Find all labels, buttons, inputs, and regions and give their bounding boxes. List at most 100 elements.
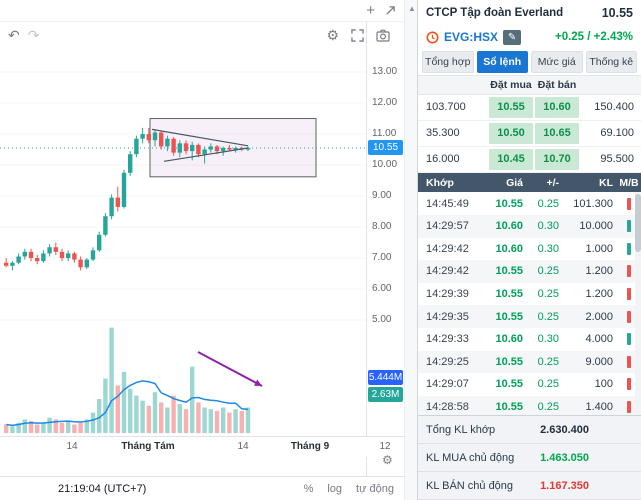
bid-price[interactable]: 10.55	[489, 96, 533, 118]
trades-col-header: KL	[599, 176, 613, 189]
auto-scale-toggle[interactable]: tự động	[356, 482, 394, 495]
trade-price: 10.55	[495, 197, 523, 210]
price-change: +0.25 / +2.43%	[554, 31, 633, 44]
trades-scrollbar[interactable]	[635, 192, 641, 415]
trades-table: 14:45:49 10.55 0.25 101.300 14:29:57 10.60 0.3…	[418, 192, 641, 415]
price-tick-label: 7.00	[372, 252, 392, 264]
trade-price: 10.55	[495, 265, 523, 278]
trade-time: 14:29:57	[426, 220, 469, 233]
edit-symbol-button[interactable]: ✎	[503, 29, 522, 45]
ask-price[interactable]: 10.65	[535, 122, 579, 144]
trade-row[interactable]: 14:29:57 10.60 0.30 10.000	[418, 214, 641, 238]
trade-price: 10.55	[495, 310, 523, 323]
log-scale-toggle[interactable]: log	[327, 482, 343, 495]
trade-volume: 9.000	[585, 355, 613, 368]
bid-price[interactable]: 10.45	[489, 148, 533, 170]
buy-side-label: Đặt mua	[490, 78, 532, 91]
bid-price[interactable]: 10.50	[489, 122, 533, 144]
orderbook-row[interactable]: 35.300 10.50 10.65 69.100	[418, 121, 641, 147]
trade-side-indicator	[627, 333, 631, 346]
tab-muc-gia[interactable]: Mức giá	[531, 51, 583, 73]
redo-icon[interactable]: ↷	[27, 27, 40, 43]
trade-time: 14:29:25	[426, 355, 469, 368]
trade-price: 10.55	[495, 355, 523, 368]
tab-so-lenh[interactable]: Sổ lệnh	[476, 51, 528, 73]
clock-time[interactable]: 21:19:04 (UTC+7)	[58, 482, 147, 495]
trade-row[interactable]: 14:29:25 10.55 0.25 9.000	[418, 350, 641, 374]
settings-gear-icon[interactable]: ⚙	[326, 27, 339, 43]
add-indicator-icon[interactable]: +	[366, 2, 375, 19]
tab-thong-ke[interactable]: Thống kê	[585, 51, 637, 73]
trade-volume: 4.000	[585, 333, 613, 346]
time-tick-label: 14	[237, 441, 249, 452]
axis-settings-gear-icon[interactable]: ⚙	[382, 453, 393, 467]
trade-volume: 101.300	[573, 197, 613, 210]
trade-volume: 1.200	[585, 265, 613, 278]
symbol-row: EVG:HSX ✎ +0.25 / +2.43%	[418, 26, 641, 50]
trade-price: 10.55	[495, 288, 523, 301]
summary-value: 1.463.050	[540, 451, 589, 464]
trade-row[interactable]: 14:29:42 10.60 0.30 1.000	[418, 238, 641, 261]
trade-volume: 2.000	[585, 310, 613, 323]
trade-time: 14:29:07	[426, 378, 469, 391]
panel-expand-icon[interactable]	[385, 5, 396, 16]
trade-change: 0.30	[537, 220, 559, 233]
sell-side-label: Đặt bán	[537, 78, 577, 91]
price-tick-label: 13.00	[372, 66, 398, 78]
bid-volume: 103.700	[426, 101, 466, 114]
orderbook-row[interactable]: 103.700 10.55 10.60 150.400	[418, 95, 641, 121]
trade-row[interactable]: 14:28:58 10.55 0.25 1.400	[418, 395, 641, 415]
undo-icon[interactable]: ↶	[8, 27, 20, 43]
trade-side	[616, 401, 641, 413]
orderbook-row[interactable]: 16.000 10.45 10.70 95.500	[418, 147, 641, 173]
trade-change: 0.30	[537, 333, 559, 346]
trade-side	[616, 333, 641, 346]
percent-scale-toggle[interactable]: %	[303, 482, 314, 495]
tab-tong-hop[interactable]: Tổng hợp	[422, 51, 474, 73]
trade-row[interactable]: 14:29:33 10.60 0.30 4.000	[418, 328, 641, 351]
camera-snapshot-icon[interactable]	[376, 29, 390, 42]
price-tick-label: 8.00	[372, 221, 392, 233]
trades-table-header: Khớp Giá +/- KL M/B	[418, 172, 641, 193]
trades-col-header: M/B	[619, 176, 639, 189]
last-price-badge: 10.55	[368, 140, 403, 155]
candlestick-chart[interactable]	[0, 0, 404, 476]
ask-volume: 95.500	[600, 153, 634, 166]
time-axis[interactable]: 14 Tháng Tám 14 Tháng 9 12	[0, 436, 404, 457]
trades-col-header: Giá	[506, 176, 523, 189]
trade-change: 0.25	[537, 378, 559, 391]
stock-last-price: 10.55	[601, 5, 633, 20]
trade-change: 0.25	[537, 265, 559, 278]
trade-volume: 1.400	[585, 401, 613, 413]
price-axis[interactable]: 13.00 12.00 11.00 10.00 9.00 8.00 7.00 6.00 5.00…	[366, 0, 405, 476]
chart-pane: + ↶ ↷ ⚙ 13.00 12.00 11.00 10.00 9.00 8.00 7.00…	[0, 0, 405, 495]
scrollbar-thumb[interactable]	[635, 194, 641, 253]
trade-price: 10.55	[495, 401, 523, 413]
trade-row[interactable]: 14:29:39 10.55 0.25 1.200	[418, 283, 641, 306]
time-tick-label: Tháng Tám	[121, 441, 175, 452]
trade-change: 0.30	[537, 242, 559, 255]
fullscreen-icon[interactable]	[351, 28, 364, 42]
volume-badge: 5.444M	[368, 370, 403, 385]
trade-change: 0.25	[537, 310, 559, 323]
stock-header: CTCP Tập đoàn Everland 10.55	[418, 0, 641, 26]
trade-row[interactable]: 14:29:42 10.55 0.25 1.200	[418, 260, 641, 283]
trade-price: 10.60	[495, 220, 523, 233]
trade-price: 10.60	[495, 242, 523, 255]
ask-price[interactable]: 10.60	[535, 96, 579, 118]
symbol-ticker[interactable]: EVG:HSX	[444, 30, 499, 45]
summary-row: KL MUA chủ động 1.463.050	[418, 444, 641, 472]
trade-row[interactable]: 14:29:35 10.55 0.25 2.000	[418, 305, 641, 328]
summary-value: 2.630.400	[540, 423, 589, 436]
trade-row[interactable]: 14:29:07 10.55 0.25 100	[418, 373, 641, 396]
trade-side	[616, 378, 641, 391]
trade-side-indicator	[627, 242, 631, 255]
trade-change: 0.25	[537, 197, 559, 210]
ask-price[interactable]: 10.70	[535, 148, 579, 170]
panel-splitter[interactable]: ▲	[404, 0, 417, 500]
trade-row[interactable]: 14:45:49 10.55 0.25 101.300	[418, 192, 641, 215]
trade-change: 0.25	[537, 288, 559, 301]
trade-change: 0.25	[537, 355, 559, 368]
trade-side	[616, 197, 641, 210]
